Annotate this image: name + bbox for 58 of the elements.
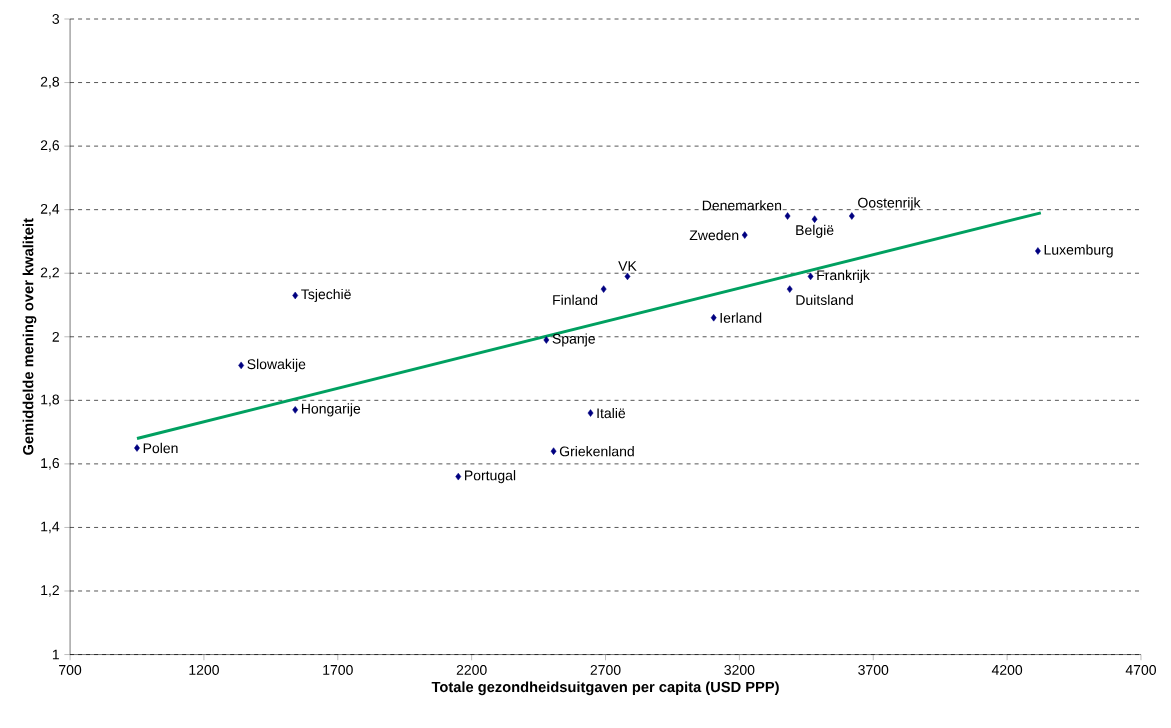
annotation: Tsjechië bbox=[301, 289, 351, 303]
y-tick-label: 2,6 bbox=[40, 140, 60, 153]
annotation: Slowakije bbox=[247, 359, 306, 373]
annotation: Luxemburg bbox=[1044, 244, 1113, 258]
y-tick-label: 2,8 bbox=[40, 76, 60, 89]
y-tick-label: 2,2 bbox=[40, 267, 59, 280]
annotation: Frankrijk bbox=[817, 270, 870, 284]
point bbox=[741, 231, 748, 240]
y-tick-label: 1,2 bbox=[41, 585, 59, 597]
annotation: Oostenrijk bbox=[858, 197, 921, 211]
annotation: Denemarken bbox=[702, 200, 782, 211]
x-tick-label: 2700 bbox=[590, 665, 621, 676]
point bbox=[543, 336, 550, 344]
point bbox=[811, 215, 818, 224]
annotation: Griekenland bbox=[559, 446, 634, 457]
x-tick-label: 2200 bbox=[456, 665, 487, 676]
x-axis-title: Totale gezondheidsuitgaven per capita (USD PPP) bbox=[431, 681, 779, 696]
annotation: Polen bbox=[143, 443, 178, 454]
point bbox=[455, 473, 462, 481]
y-tick-label: 3 bbox=[52, 14, 60, 25]
x-tick-label: 4200 bbox=[991, 665, 1023, 676]
x-tick-label: 1700 bbox=[323, 665, 353, 676]
annotation: Zweden bbox=[689, 230, 739, 241]
y-tick-label: 2 bbox=[52, 332, 59, 342]
annotation: Italië bbox=[597, 408, 626, 419]
point bbox=[848, 212, 855, 220]
x-tick-label: 3200 bbox=[724, 665, 755, 676]
point bbox=[238, 361, 245, 370]
y-tick-label: 2,4 bbox=[40, 204, 60, 216]
point bbox=[710, 314, 717, 322]
x-tick-label: 3700 bbox=[858, 665, 889, 676]
annotation: Spanje bbox=[552, 333, 595, 347]
annotation: VK bbox=[618, 261, 637, 271]
y-tick-label: 1,6 bbox=[41, 458, 60, 470]
annotation: België bbox=[796, 225, 834, 239]
point bbox=[807, 272, 814, 281]
point bbox=[587, 409, 594, 417]
x-tick-label: 1200 bbox=[189, 665, 219, 676]
y-tick-label: 1,4 bbox=[41, 521, 60, 534]
y-axis-title: Gemiddelde mening over kwaliteit bbox=[22, 218, 37, 456]
point bbox=[600, 285, 607, 294]
point bbox=[784, 212, 791, 220]
point bbox=[134, 444, 140, 452]
annotation: Finland bbox=[553, 294, 598, 306]
annotation: Ierland bbox=[720, 312, 762, 324]
point bbox=[292, 291, 299, 300]
point bbox=[292, 406, 299, 414]
point bbox=[1035, 247, 1041, 255]
annotation: Hongarije bbox=[301, 403, 361, 417]
point bbox=[550, 447, 557, 456]
annotation: Portugal bbox=[465, 470, 516, 484]
y-tick-label: 1,8 bbox=[41, 394, 60, 407]
point bbox=[624, 272, 631, 281]
x-tick-label: 4700 bbox=[1125, 665, 1157, 676]
point bbox=[786, 285, 793, 294]
annotation: Duitsland bbox=[796, 294, 853, 306]
y-tick-label: 1 bbox=[52, 649, 59, 660]
x-tick-label: 700 bbox=[59, 665, 82, 676]
